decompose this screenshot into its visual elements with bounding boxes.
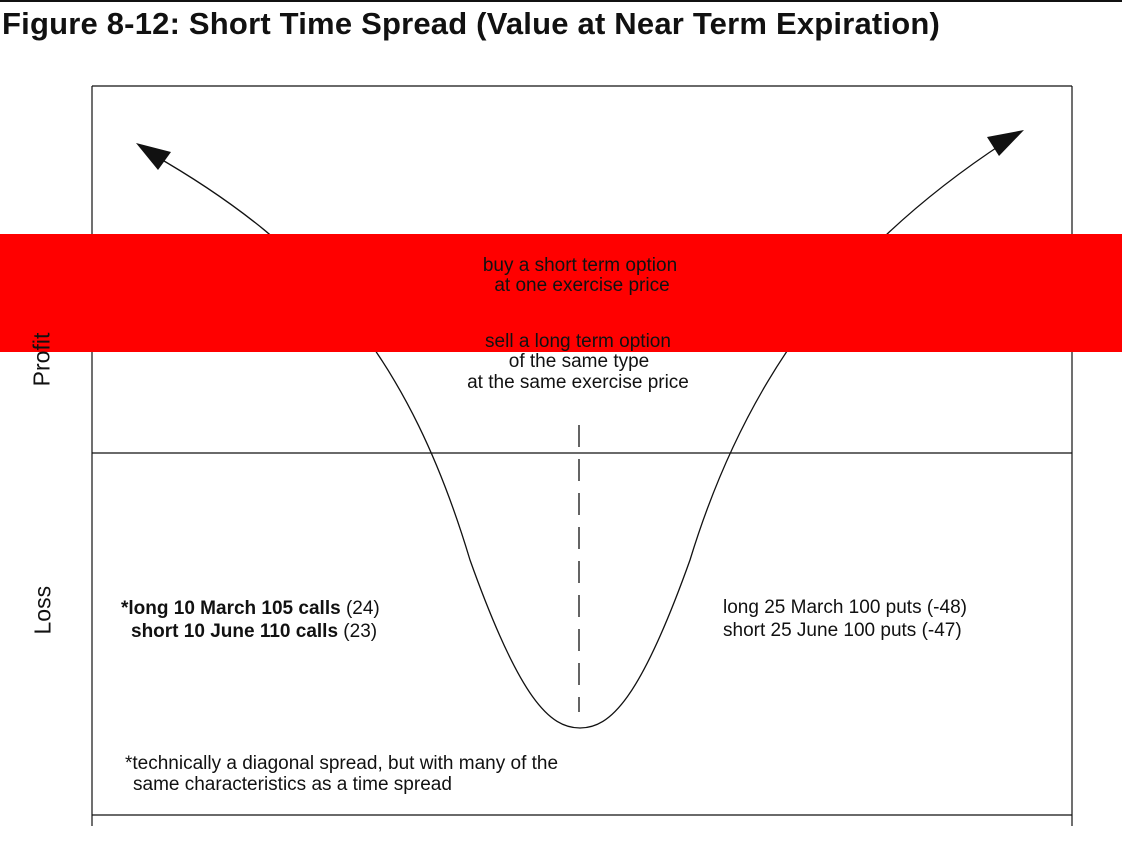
- footnote-line-2: same characteristics as a time spread: [133, 774, 452, 795]
- loss-axis-label: Loss: [29, 585, 56, 635]
- strategy-line-4: of the same type: [508, 351, 650, 372]
- puts-example-line-2: short 25 June 100 puts (-47): [723, 620, 962, 641]
- strategy-line-5: at the same exercise price: [467, 372, 689, 393]
- figure-title: Figure 8-12: Short Time Spread (Value at…: [2, 6, 941, 41]
- profit-axis-label: Profit: [28, 332, 55, 387]
- calls-line-1-value: (24): [340, 598, 380, 619]
- strategy-line-3: sell a long term option: [485, 331, 671, 352]
- strategy-line-1: buy a short term option: [482, 255, 678, 276]
- calls-example-line-2: short 10 June 110 calls (23): [131, 621, 377, 643]
- calls-line-1-position: *long 10 March 105 calls: [121, 598, 341, 619]
- arrowhead-right: [987, 130, 1024, 156]
- calls-example-line-1: *long 10 March 105 calls (24): [121, 598, 380, 620]
- strategy-line-2: at one exercise price: [494, 275, 670, 296]
- top-rule: [0, 0, 1122, 2]
- arrowhead-left: [136, 143, 171, 170]
- highlight-band: [0, 234, 1122, 352]
- footnote-line-1: *technically a diagonal spread, but with…: [125, 753, 559, 774]
- calls-line-2-position: short 10 June 110 calls: [131, 621, 339, 642]
- puts-example-line-1: long 25 March 100 puts (-48): [723, 597, 967, 618]
- calls-line-2-value: (23): [338, 621, 378, 642]
